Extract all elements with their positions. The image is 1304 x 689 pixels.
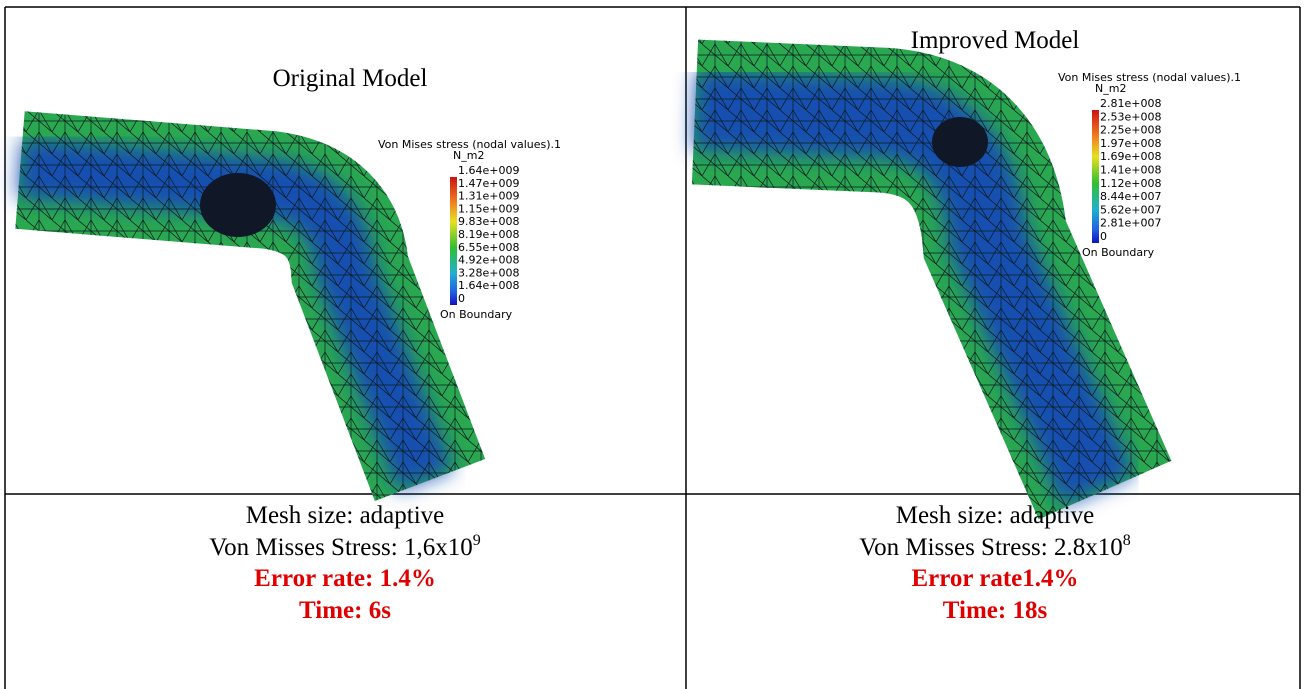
legend-value: 1.47e+009 (458, 177, 519, 190)
color-bar (1092, 110, 1099, 243)
legend-footer: On Boundary (440, 308, 513, 321)
stress-text: Von Misses Stress: 2.8x10 (859, 534, 1122, 561)
legend-unit: N_m2 (453, 149, 484, 162)
legend-value: 1.97e+008 (1100, 137, 1161, 150)
legend-value: 1.64e+009 (458, 164, 519, 177)
legend-title: Von Mises stress (nodal values).1 (378, 138, 561, 151)
stress: Von Misses Stress: 1,6x109 (209, 532, 480, 561)
legend-value: 1.64e+008 (458, 279, 519, 292)
legend-footer: On Boundary (1082, 246, 1155, 259)
legend-value: 1.15e+009 (458, 202, 519, 215)
legend-value: 1.69e+008 (1100, 150, 1161, 163)
legend-value: 4.92e+008 (458, 254, 519, 267)
time: Time: 6s (299, 597, 391, 624)
legend-value: 9.83e+008 (458, 215, 519, 228)
legend-value: 0 (1100, 230, 1107, 243)
error-rate: Error rate: 1.4% (254, 565, 436, 592)
legend-value: 5.62e+007 (1100, 203, 1161, 216)
legend-title: Von Mises stress (nodal values).1 (1058, 71, 1241, 84)
table-borders (4, 6, 1301, 689)
stress: Von Misses Stress: 2.8x108 (859, 532, 1130, 561)
mesh-size: Mesh size: adaptive (246, 502, 445, 529)
legend-value: 8.19e+008 (458, 228, 519, 241)
mesh-size: Mesh size: adaptive (896, 502, 1095, 529)
stress-text: Von Misses Stress: 1,6x10 (209, 534, 472, 561)
legend-value: 3.28e+008 (458, 266, 519, 279)
legend-value: 2.53e+008 (1100, 110, 1161, 123)
error-rate: Error rate1.4% (911, 565, 1078, 592)
legend-value: 0 (458, 292, 465, 305)
legend-value: 6.55e+008 (458, 241, 519, 254)
legend-value: 1.12e+008 (1100, 177, 1161, 190)
fem-image-original (15, 111, 486, 502)
legend-value: 2.81e+008 (1100, 97, 1161, 110)
image-title: Original Model (273, 65, 428, 92)
time: Time: 18s (943, 597, 1048, 624)
image-title: Improved Model (911, 27, 1080, 54)
legend-value: 1.31e+009 (458, 190, 519, 203)
legend-value: 1.41e+008 (1100, 164, 1161, 177)
legend-value: 2.81e+007 (1100, 217, 1161, 230)
legend-unit: N_m2 (1095, 82, 1126, 95)
fem-image-improved (691, 39, 1172, 520)
legend-value: 2.25e+008 (1100, 124, 1161, 137)
stress-exponent: 9 (473, 532, 481, 549)
color-bar (450, 177, 457, 305)
stress-exponent: 8 (1123, 532, 1131, 549)
legend-value: 8.44e+007 (1100, 190, 1161, 203)
